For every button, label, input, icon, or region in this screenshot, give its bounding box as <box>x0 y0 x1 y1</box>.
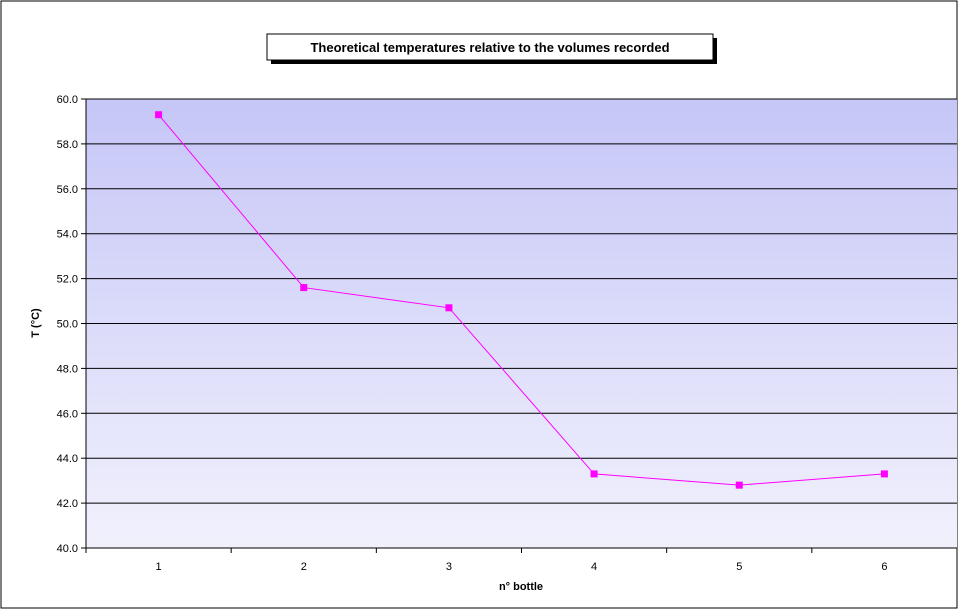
x-tick-label: 2 <box>301 561 307 573</box>
y-tick-label: 44.0 <box>57 453 78 465</box>
y-tick-label: 58.0 <box>57 139 78 151</box>
data-point-marker <box>881 470 888 477</box>
data-point-marker <box>155 111 162 118</box>
x-tick-label: 6 <box>881 561 887 573</box>
y-axis-title: T (°C) <box>30 308 42 338</box>
x-tick-label: 3 <box>446 561 452 573</box>
x-tick-label: 4 <box>591 561 597 573</box>
x-tick-label: 5 <box>736 561 742 573</box>
y-tick-label: 60.0 <box>57 94 78 106</box>
x-axis-title: n° bottle <box>499 581 543 593</box>
data-point-marker <box>736 482 743 489</box>
data-point-marker <box>445 304 452 311</box>
y-tick-label: 46.0 <box>57 408 78 420</box>
x-tick-label: 1 <box>156 561 162 573</box>
y-tick-label: 42.0 <box>57 498 78 510</box>
y-tick-label: 40.0 <box>57 543 78 555</box>
y-tick-label: 48.0 <box>57 363 78 375</box>
y-tick-label: 52.0 <box>57 274 78 286</box>
y-tick-label: 54.0 <box>57 229 78 241</box>
data-point-marker <box>300 284 307 291</box>
chart-title-box: Theoretical temperatures relative to the… <box>267 34 717 64</box>
y-tick-label: 56.0 <box>57 184 78 196</box>
y-tick-label: 50.0 <box>57 319 78 331</box>
data-point-marker <box>591 470 598 477</box>
chart-title: Theoretical temperatures relative to the… <box>310 40 669 55</box>
